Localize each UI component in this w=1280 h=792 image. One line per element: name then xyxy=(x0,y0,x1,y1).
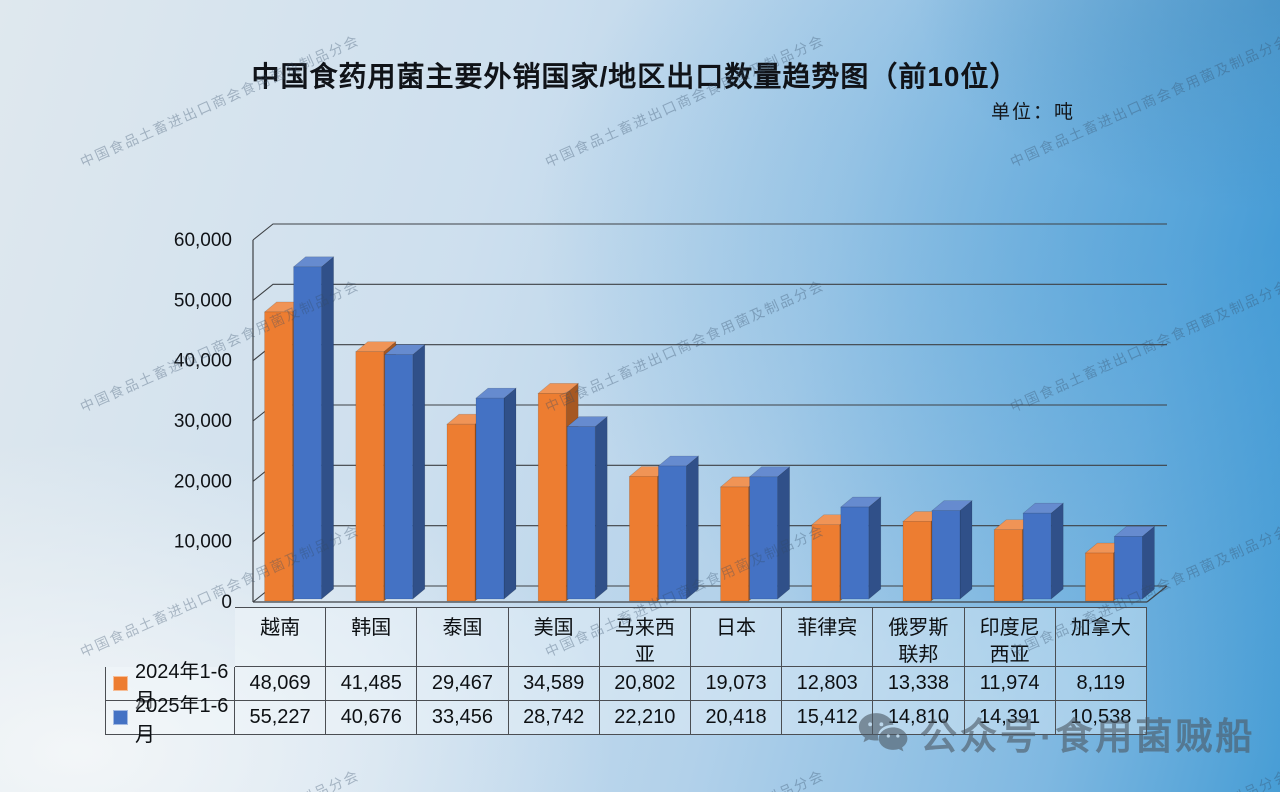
legend-cell-2024: 2024年1-6月 xyxy=(105,661,235,712)
table-value-cell: 55,227 xyxy=(235,701,327,735)
table-value-cell: 34,589 xyxy=(508,667,600,701)
table-value-cell: 48,069 xyxy=(235,667,327,701)
legend-swatch xyxy=(113,676,128,691)
table-category-header: 印度尼 西亚 xyxy=(964,607,1056,667)
table-category-header: 加拿大 xyxy=(1055,607,1147,667)
y-axis-tick-label: 20,000 xyxy=(174,471,232,492)
unit-label: 单位：吨 xyxy=(990,102,1075,123)
table-value-cell: 40,676 xyxy=(326,701,418,735)
y-axis-tick-label: 60,000 xyxy=(174,230,232,251)
bar-2025年1-6月-俄罗斯联邦 xyxy=(931,500,973,600)
table-value-cell: 20,802 xyxy=(599,667,691,701)
table-category-header: 日本 xyxy=(690,607,783,667)
table-value-cell: 13,338 xyxy=(873,667,965,701)
legend-swatch xyxy=(113,710,128,725)
bar-2025年1-6月-泰国 xyxy=(475,387,517,600)
y-axis-tick-label: 0 xyxy=(221,592,232,613)
table-value-cell: 8,119 xyxy=(1055,667,1147,701)
table-category-header: 菲律宾 xyxy=(782,607,874,667)
bar-2025年1-6月-越南 xyxy=(292,256,335,600)
table-value-cell: 28,742 xyxy=(508,701,600,735)
table-value-cell: 12,803 xyxy=(782,667,874,701)
bar-2025年1-6月-美国 xyxy=(566,415,609,600)
bar-2025年1-6月-马来西亚 xyxy=(657,455,700,600)
y-axis-tick-label: 10,000 xyxy=(174,532,232,553)
bar-2025年1-6月-日本 xyxy=(748,466,791,600)
table-value-cell: 14,391 xyxy=(964,701,1056,735)
table-value-cell: 33,456 xyxy=(417,701,509,735)
legend-label: 2025年1-6月 xyxy=(135,694,229,746)
bar-2025年1-6月-加拿大 xyxy=(1113,525,1156,600)
table-category-header: 泰国 xyxy=(417,607,509,667)
y-axis-tick-label: 30,000 xyxy=(174,411,232,432)
legend-cell-2025: 2025年1-6月 xyxy=(105,695,235,746)
table-value-cell: 15,412 xyxy=(782,701,874,735)
table-value-cell: 41,485 xyxy=(326,667,418,701)
legend-label: 2024年1-6月 xyxy=(135,660,229,712)
wechat-icon xyxy=(858,713,908,752)
table-value-cell: 22,210 xyxy=(599,701,691,735)
table-value-cell: 20,418 xyxy=(690,701,783,735)
wechat-badge-text: 公众号·食用菌贼船 xyxy=(920,716,1256,757)
table-category-header: 越南 xyxy=(235,607,327,667)
bar-2025年1-6月-菲律宾 xyxy=(839,496,882,600)
table-value-cell: 10,538 xyxy=(1055,701,1147,735)
y-axis-tick-label: 50,000 xyxy=(174,290,232,311)
data-table: 越南 韩国 泰国 美国 马来西 亚日本 菲律宾 俄罗斯 联邦 印度尼 西亚 加拿大 2024年1-… xyxy=(105,607,1147,746)
y-axis-tick-label: 40,000 xyxy=(174,351,232,372)
page-title: 中国食药用菌主要外销国家/地区出口数量趋势图（前10位） xyxy=(251,61,1019,92)
wechat-badge: 公众号·食用菌贼船 xyxy=(858,706,1255,760)
table-category-header: 马来西 亚 xyxy=(599,607,691,667)
table-category-header: 韩国 xyxy=(326,607,418,667)
table-category-header: 美国 xyxy=(508,607,600,667)
table-value-cell: 19,073 xyxy=(690,667,783,701)
bar-2025年1-6月-韩国 xyxy=(383,343,426,600)
bar-2025年1-6月-印度尼西亚 xyxy=(1022,502,1065,600)
table-category-header: 俄罗斯 联邦 xyxy=(873,607,965,667)
table-value-cell: 29,467 xyxy=(417,667,509,701)
table-value-cell: 11,974 xyxy=(964,667,1056,701)
